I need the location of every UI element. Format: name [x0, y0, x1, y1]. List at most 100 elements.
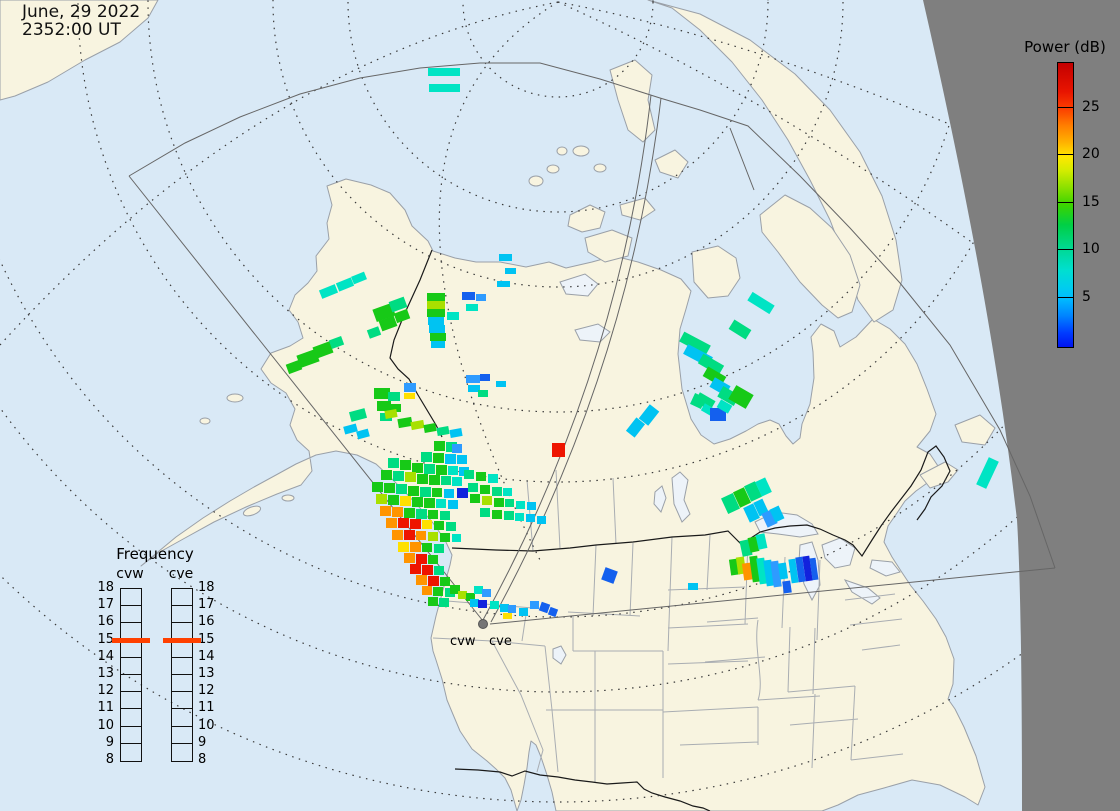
echo-tile	[480, 508, 490, 517]
echo-tile	[547, 606, 559, 618]
power-tick-label: 20	[1082, 146, 1100, 163]
echo-tile	[452, 534, 461, 542]
echo-tile	[468, 385, 480, 392]
echo-tile	[374, 388, 390, 399]
echo-tile	[466, 304, 478, 311]
echo-tile	[508, 605, 516, 613]
fov-beam-boundary-east	[490, 97, 662, 623]
frequency-ladder-cell	[121, 673, 141, 691]
echo-tile	[505, 499, 514, 507]
island	[281, 494, 295, 502]
date-label: June, 29 2022	[22, 2, 141, 22]
echo-tile	[356, 428, 370, 440]
echo-tile	[976, 457, 999, 489]
frequency-ladder-cell	[172, 708, 192, 725]
echo-tile	[457, 455, 467, 464]
frequency-tick-label: 15	[97, 631, 114, 647]
echo-tile	[782, 580, 792, 594]
echo-tile	[445, 454, 456, 464]
lake-winnipegosis	[653, 485, 667, 513]
echo-tile	[335, 277, 355, 292]
frequency-tick-label: 10	[198, 717, 215, 733]
echo-tile	[392, 530, 403, 540]
echo-tile	[777, 562, 789, 580]
frequency-ladder-cell	[121, 589, 141, 605]
echo-tile	[296, 348, 320, 369]
echo-tile	[436, 465, 447, 475]
frequency-column-label: cvw	[116, 566, 144, 582]
echo-tile	[434, 521, 444, 530]
echo-tile	[458, 591, 467, 599]
echo-tile	[427, 309, 445, 317]
echo-tile	[428, 597, 438, 606]
echo-tile	[503, 488, 512, 496]
echo-tile	[431, 341, 445, 348]
echo-tile	[741, 562, 754, 581]
echo-tile	[466, 375, 480, 383]
frequency-tick-label: 9	[198, 734, 207, 750]
frequency-column-label: cve	[168, 566, 194, 582]
frequency-tick-label: 11	[198, 700, 215, 716]
power-tick-line	[1057, 106, 1074, 108]
frequency-tick-label: 8	[105, 752, 114, 767]
frequency-tick-label: 15	[198, 631, 215, 647]
frequency-tick-label: 8	[198, 752, 207, 767]
frequency-tick-label: 14	[97, 648, 114, 664]
echo-tile	[515, 513, 524, 521]
echo-tile	[448, 466, 458, 475]
echo-tile	[434, 441, 445, 451]
island	[226, 393, 244, 403]
echo-tile	[416, 531, 426, 540]
echo-tile	[285, 359, 303, 375]
echo-tile	[679, 331, 711, 356]
echo-tile	[436, 499, 446, 508]
lake-ontario	[869, 559, 901, 577]
echo-tile	[416, 554, 427, 564]
power-colorbar	[1057, 62, 1074, 348]
echo-tile	[424, 498, 435, 508]
echo-tile	[466, 593, 475, 601]
alaska-yukon-border	[389, 249, 443, 438]
echo-tile	[428, 532, 438, 541]
echo-tile	[408, 486, 419, 496]
frequency-tick-label: 13	[198, 666, 215, 681]
echo-tile	[424, 464, 435, 474]
echo-tile	[688, 583, 698, 590]
echo-tile	[755, 477, 772, 497]
echo-tile	[410, 542, 421, 552]
frequency-marker	[163, 637, 201, 643]
frequency-legend-title: Frequency	[116, 545, 194, 563]
frequency-tick-label: 12	[198, 683, 215, 699]
country-borders	[389, 249, 951, 811]
frequency-ladder-cell	[172, 691, 192, 708]
echo-tile	[429, 325, 445, 333]
power-tick-label: 10	[1082, 241, 1100, 258]
echo-tile	[433, 587, 443, 596]
echo-tile	[468, 483, 478, 492]
echo-tile	[348, 408, 368, 422]
echo-tile	[747, 291, 775, 315]
island	[528, 175, 544, 187]
power-tick-line	[1057, 201, 1074, 203]
echo-tile	[478, 600, 487, 608]
island	[593, 163, 607, 173]
echo-tile	[743, 503, 760, 523]
fov-beam-boundary-west	[482, 94, 652, 621]
frequency-ladder-cell	[172, 656, 192, 674]
echo-tile	[452, 444, 462, 453]
echo-tile	[457, 488, 468, 498]
echo-tile	[384, 409, 398, 419]
echo-tile	[422, 586, 432, 595]
great-bear-lake	[559, 273, 599, 297]
echo-tile	[404, 530, 415, 540]
echo-tile	[530, 601, 539, 609]
echo-tile	[433, 453, 444, 463]
echo-tile	[755, 533, 768, 550]
echo-tile	[499, 254, 512, 261]
frequency-tick-label: 16	[198, 614, 215, 630]
echo-tile	[601, 567, 618, 584]
echo-tile	[444, 489, 454, 498]
frequency-ladder-cell	[172, 589, 192, 605]
echo-tile	[343, 423, 358, 435]
echo-tile	[490, 601, 499, 609]
